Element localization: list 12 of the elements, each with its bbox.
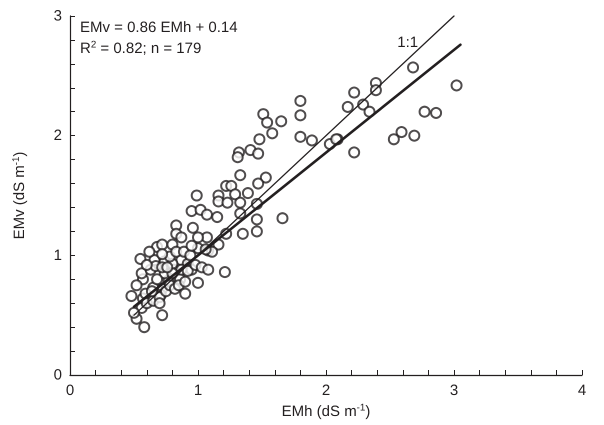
- x-tick-label: 2: [322, 382, 330, 399]
- x-tick-label: 1: [194, 382, 202, 399]
- y-axis-title: EMv (dS m-1): [10, 152, 28, 240]
- x-tick-label: 4: [578, 382, 586, 399]
- y-tick-label: 1: [54, 246, 62, 264]
- y-tick-label: 0: [54, 366, 62, 384]
- x-tick-label: 0: [66, 382, 74, 399]
- y-tick-label: 2: [54, 127, 62, 144]
- annotation: 1:1: [397, 34, 418, 51]
- annotation: EMv = 0.86 EMh + 0.14: [80, 19, 238, 36]
- y-tick-label: 3: [54, 8, 62, 24]
- x-tick-label: 3: [450, 382, 458, 399]
